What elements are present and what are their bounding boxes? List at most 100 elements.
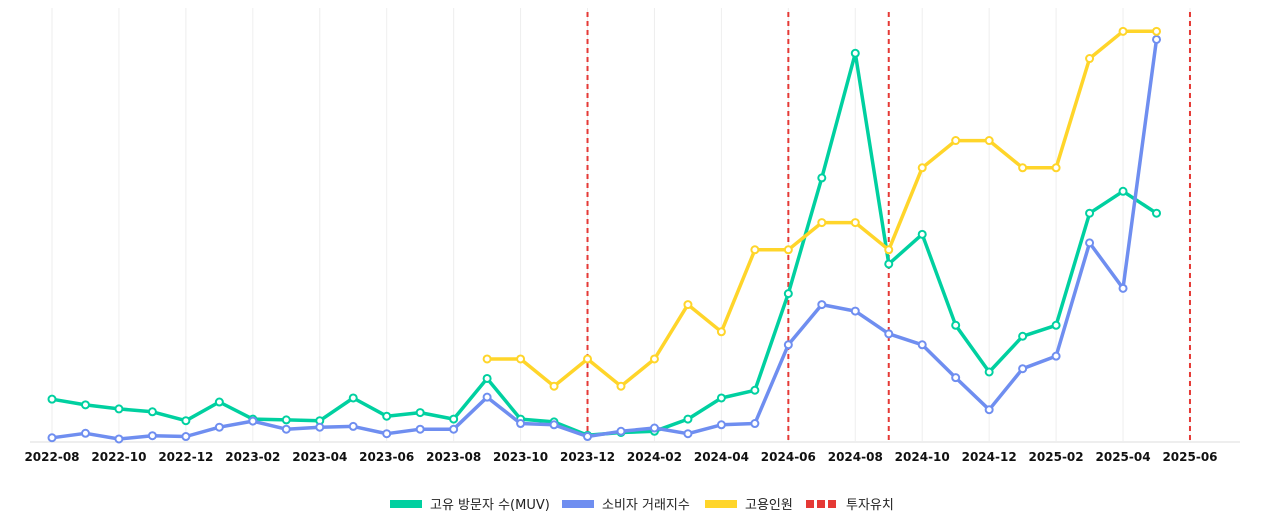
- data-point[interactable]: [214, 422, 224, 432]
- data-point[interactable]: [783, 340, 793, 350]
- data-point[interactable]: [415, 408, 425, 418]
- data-point[interactable]: [1152, 34, 1162, 44]
- data-point[interactable]: [917, 229, 927, 239]
- x-tick-label: 2022-10: [91, 450, 146, 464]
- data-point[interactable]: [1085, 208, 1095, 218]
- legend-item[interactable]: 투자유치: [806, 498, 894, 513]
- data-point[interactable]: [1051, 163, 1061, 173]
- data-point[interactable]: [750, 385, 760, 395]
- x-tick-label: 2024-04: [694, 450, 749, 464]
- legend-swatch: [817, 500, 825, 508]
- x-tick-label: 2025-02: [1029, 450, 1084, 464]
- data-point[interactable]: [984, 136, 994, 146]
- data-point[interactable]: [1051, 351, 1061, 361]
- data-point[interactable]: [716, 393, 726, 403]
- x-tick-label: 2024-06: [761, 450, 816, 464]
- data-point[interactable]: [917, 163, 927, 173]
- data-point[interactable]: [315, 422, 325, 432]
- data-point[interactable]: [716, 327, 726, 337]
- data-point[interactable]: [884, 245, 894, 255]
- data-point[interactable]: [382, 429, 392, 439]
- data-point[interactable]: [1152, 26, 1162, 36]
- data-point[interactable]: [181, 432, 191, 442]
- data-point[interactable]: [817, 300, 827, 310]
- data-point[interactable]: [750, 245, 760, 255]
- series-group: [482, 26, 1162, 391]
- legend-item[interactable]: 고용인원: [705, 498, 793, 513]
- data-point[interactable]: [583, 432, 593, 442]
- series-line: [50, 37, 1159, 441]
- data-point[interactable]: [248, 416, 258, 426]
- data-point[interactable]: [817, 173, 827, 183]
- data-point[interactable]: [47, 394, 57, 404]
- data-point[interactable]: [984, 405, 994, 415]
- data-point[interactable]: [449, 424, 459, 434]
- data-point[interactable]: [181, 416, 191, 426]
- data-point[interactable]: [348, 421, 358, 431]
- data-point[interactable]: [281, 415, 291, 425]
- data-point[interactable]: [415, 424, 425, 434]
- data-point[interactable]: [449, 414, 459, 424]
- data-point[interactable]: [1018, 364, 1028, 374]
- data-point[interactable]: [649, 354, 659, 364]
- data-point[interactable]: [1018, 163, 1028, 173]
- data-point[interactable]: [616, 381, 626, 391]
- data-point[interactable]: [1118, 186, 1128, 196]
- data-point[interactable]: [884, 329, 894, 339]
- data-point[interactable]: [951, 373, 961, 383]
- data-point[interactable]: [917, 340, 927, 350]
- data-point[interactable]: [716, 420, 726, 430]
- x-tick-label: 2022-12: [158, 450, 213, 464]
- data-point[interactable]: [783, 245, 793, 255]
- data-point[interactable]: [482, 373, 492, 383]
- data-point[interactable]: [1018, 331, 1028, 341]
- data-point[interactable]: [1118, 283, 1128, 293]
- data-point[interactable]: [549, 420, 559, 430]
- data-point[interactable]: [1085, 238, 1095, 248]
- data-point[interactable]: [516, 354, 526, 364]
- data-point[interactable]: [114, 404, 124, 414]
- data-point[interactable]: [549, 381, 559, 391]
- data-point[interactable]: [984, 367, 994, 377]
- legend-swatch: [390, 500, 422, 508]
- data-point[interactable]: [884, 259, 894, 269]
- data-point[interactable]: [1085, 54, 1095, 64]
- data-point[interactable]: [817, 218, 827, 228]
- data-point[interactable]: [850, 306, 860, 316]
- data-point[interactable]: [951, 320, 961, 330]
- data-point[interactable]: [649, 423, 659, 433]
- data-point[interactable]: [951, 136, 961, 146]
- data-point[interactable]: [783, 289, 793, 299]
- data-point[interactable]: [382, 411, 392, 421]
- data-point[interactable]: [616, 426, 626, 436]
- legend-item[interactable]: 고유 방문자 수(MUV): [390, 498, 550, 513]
- data-point[interactable]: [683, 414, 693, 424]
- data-point[interactable]: [348, 393, 358, 403]
- data-point[interactable]: [583, 354, 593, 364]
- data-point[interactable]: [683, 300, 693, 310]
- series-group: [47, 48, 1162, 440]
- data-point[interactable]: [147, 431, 157, 441]
- data-point[interactable]: [850, 218, 860, 228]
- x-tick-label: 2024-10: [895, 450, 950, 464]
- data-point[interactable]: [683, 429, 693, 439]
- data-point[interactable]: [147, 407, 157, 417]
- data-point[interactable]: [1118, 26, 1128, 36]
- legend-label: 고유 방문자 수(MUV): [430, 498, 550, 513]
- data-point[interactable]: [80, 400, 90, 410]
- data-point[interactable]: [114, 434, 124, 444]
- legend-item[interactable]: 소비자 거래지수: [562, 498, 690, 513]
- data-point[interactable]: [80, 428, 90, 438]
- data-point[interactable]: [1152, 208, 1162, 218]
- data-point[interactable]: [281, 424, 291, 434]
- data-point[interactable]: [516, 419, 526, 429]
- data-point[interactable]: [1051, 320, 1061, 330]
- data-point[interactable]: [214, 397, 224, 407]
- data-point[interactable]: [47, 433, 57, 443]
- data-point[interactable]: [850, 48, 860, 58]
- legend-swatch: [705, 500, 737, 508]
- data-point[interactable]: [750, 419, 760, 429]
- series-group: [47, 34, 1162, 444]
- data-point[interactable]: [482, 354, 492, 364]
- data-point[interactable]: [482, 392, 492, 402]
